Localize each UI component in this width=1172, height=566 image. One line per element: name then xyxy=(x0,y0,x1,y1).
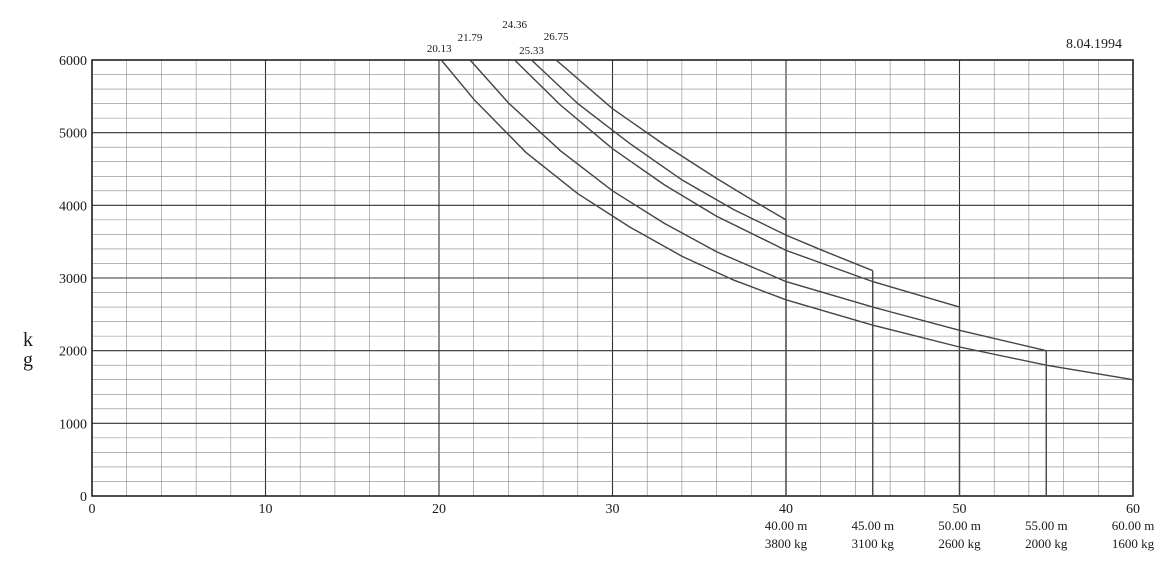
y-tick-label: 5000 xyxy=(59,127,87,142)
end-load-label: 3800 kg xyxy=(765,536,808,551)
boom-length-label: 50.00 m xyxy=(938,518,981,533)
x-tick-label: 20 xyxy=(432,502,446,517)
load-curve xyxy=(514,59,960,308)
end-load-label: 3100 kg xyxy=(852,536,895,551)
chart-date: 8.04.1994 xyxy=(1066,37,1122,52)
chart-labels: 0 10 20 30 40 50 60 0 1000 2000 3000 4000 5000 6000 kg… xyxy=(23,19,1155,551)
plot-frame xyxy=(91,59,1134,497)
y-tick-label: 3000 xyxy=(59,272,87,287)
y-tick-label: 1000 xyxy=(59,417,87,432)
boom-length-label: 45.00 m xyxy=(851,518,894,533)
x-tick-label: 50 xyxy=(953,502,967,517)
y-axis-label: g xyxy=(23,349,33,371)
load-curve xyxy=(531,59,874,272)
chart-grid xyxy=(91,59,1134,497)
boom-length-label: 40.00 m xyxy=(765,518,808,533)
x-tick-label: 0 xyxy=(89,502,96,517)
x-tick-label: 60 xyxy=(1126,502,1140,517)
load-curve xyxy=(440,59,1134,381)
y-tick-label: 2000 xyxy=(59,345,87,360)
y-tick-label: 4000 xyxy=(59,199,87,214)
end-load-label: 2000 kg xyxy=(1025,536,1068,551)
boom-length-label: 55.00 m xyxy=(1025,518,1068,533)
x-tick-label: 10 xyxy=(259,502,273,517)
end-load-label: 1600 kg xyxy=(1112,536,1155,551)
y-tick-label: 0 xyxy=(80,490,87,505)
curve-start-label: 25.33 xyxy=(519,45,544,57)
x-tick-label: 40 xyxy=(779,502,793,517)
curve-start-label: 20.13 xyxy=(427,43,452,55)
curve-start-label: 21.79 xyxy=(458,32,483,44)
curve-start-label: 24.36 xyxy=(502,19,527,31)
curve-start-label: 26.75 xyxy=(544,31,569,43)
load-curve xyxy=(555,59,787,221)
y-tick-label: 6000 xyxy=(59,54,87,69)
end-load-label: 2600 kg xyxy=(938,536,981,551)
x-tick-label: 30 xyxy=(606,502,620,517)
boom-length-label: 60.00 m xyxy=(1112,518,1155,533)
load-curve xyxy=(469,59,1047,352)
load-curves xyxy=(440,59,1134,496)
y-axis-label: k xyxy=(23,329,33,351)
